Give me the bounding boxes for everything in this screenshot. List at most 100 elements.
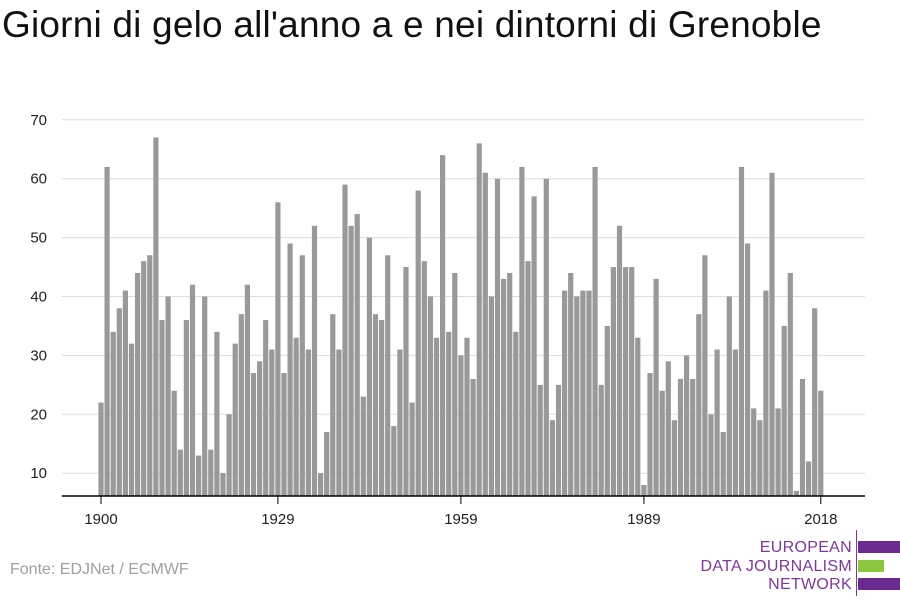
bar-1930 xyxy=(281,373,287,496)
logo-bar-bottom xyxy=(858,578,900,590)
bar-1961 xyxy=(470,378,476,496)
bar-1929 xyxy=(275,202,281,496)
bar-1941 xyxy=(348,225,354,496)
bar-1964 xyxy=(488,296,494,496)
bar-1910 xyxy=(159,320,165,496)
bar-1939 xyxy=(336,349,342,496)
edjnet-logo: EUROPEAN DATA JOURNALISM NETWORK xyxy=(700,530,900,600)
bar-1958 xyxy=(452,272,458,496)
y-tick-label: 20 xyxy=(30,406,47,423)
bar-1982 xyxy=(598,384,604,496)
bar-1937 xyxy=(324,431,330,496)
bar-1933 xyxy=(299,255,305,496)
logo-text-line-2: DATA JOURNALISM xyxy=(700,558,852,575)
bar-1995 xyxy=(677,378,684,496)
bar-1944 xyxy=(366,237,372,496)
bar-2013 xyxy=(787,272,793,496)
bar-1985 xyxy=(616,225,623,496)
chart-title: Giorni di gelo all'anno a e nei dintorni… xyxy=(2,4,822,45)
bar-1953 xyxy=(421,261,427,496)
bar-1917 xyxy=(202,296,208,496)
bar-1949 xyxy=(397,349,403,496)
bar-1925 xyxy=(250,373,257,496)
bar-1950 xyxy=(403,267,409,496)
bar-1965 xyxy=(494,178,501,496)
bar-1935 xyxy=(311,225,318,496)
bar-1992 xyxy=(659,390,665,496)
bar-2015 xyxy=(799,378,806,496)
y-axis-tick-labels: 10 20 30 40 50 60 70 xyxy=(30,112,47,482)
bar-1938 xyxy=(330,314,336,496)
bar-2012 xyxy=(781,325,787,496)
bar-2009 xyxy=(763,290,769,496)
bar-2007 xyxy=(751,408,757,496)
bar-1967 xyxy=(507,272,513,496)
bar-1905 xyxy=(128,343,135,496)
bar-1948 xyxy=(391,426,397,496)
bar-1997 xyxy=(690,378,696,496)
bar-1954 xyxy=(427,296,433,496)
bar-1966 xyxy=(501,278,507,496)
bar-1900 xyxy=(98,402,104,496)
bar-1993 xyxy=(665,361,671,496)
bar-1906 xyxy=(135,272,141,496)
bar-2018 xyxy=(818,390,824,496)
bar-1945 xyxy=(372,314,379,496)
bar-1918 xyxy=(208,449,214,496)
bar-1947 xyxy=(385,255,391,496)
bar-1934 xyxy=(305,349,311,496)
x-tick-label: 1989 xyxy=(627,511,660,528)
bar-1974 xyxy=(549,420,555,496)
bar-1960 xyxy=(464,337,470,496)
bar-1927 xyxy=(263,320,269,496)
bar-1994 xyxy=(671,420,677,496)
bars xyxy=(98,137,824,497)
bar-1986 xyxy=(623,267,629,496)
bar-1980 xyxy=(586,290,592,496)
bar-1972 xyxy=(537,384,543,496)
bar-1909 xyxy=(153,137,159,496)
bar-1984 xyxy=(610,267,616,496)
y-tick-label: 40 xyxy=(30,289,47,306)
bar-1987 xyxy=(629,267,635,496)
y-tick-label: 60 xyxy=(30,171,47,188)
bar-2000 xyxy=(708,414,714,496)
bar-1959 xyxy=(458,355,464,496)
bar-1923 xyxy=(238,314,244,496)
bar-1902 xyxy=(110,331,116,496)
bar-1942 xyxy=(354,214,360,497)
bar-2017 xyxy=(812,308,818,496)
bar-1926 xyxy=(257,361,263,496)
bar-1978 xyxy=(574,296,580,496)
bar-1912 xyxy=(171,390,177,496)
bar-2002 xyxy=(720,431,726,496)
logo-text-line-3: NETWORK xyxy=(768,576,852,593)
x-tick-label: 1959 xyxy=(444,511,477,528)
bar-1970 xyxy=(525,261,531,496)
bar-1973 xyxy=(543,178,549,496)
y-tick-label: 30 xyxy=(30,347,47,364)
bar-1908 xyxy=(147,255,153,496)
bar-1979 xyxy=(580,290,586,496)
bar-1956 xyxy=(440,155,446,496)
y-tick-label: 70 xyxy=(30,112,47,129)
bar-1916 xyxy=(196,455,202,496)
bar-1911 xyxy=(165,296,171,496)
bar-1943 xyxy=(360,396,366,496)
bar-2008 xyxy=(757,420,763,496)
bar-1940 xyxy=(342,184,348,496)
bar-1969 xyxy=(519,166,525,497)
bar-1921 xyxy=(226,414,232,496)
bar-1904 xyxy=(122,290,128,496)
bar-1983 xyxy=(604,325,610,496)
logo-bar-top xyxy=(858,541,900,553)
bar-2011 xyxy=(775,408,781,496)
x-tick-label: 1929 xyxy=(261,511,294,528)
bar-2005 xyxy=(738,166,745,497)
bar-1928 xyxy=(269,349,275,496)
bar-1998 xyxy=(696,314,702,496)
bar-2004 xyxy=(732,349,738,496)
bar-2006 xyxy=(745,243,751,496)
logo-text-line-1: EUROPEAN xyxy=(759,539,852,556)
